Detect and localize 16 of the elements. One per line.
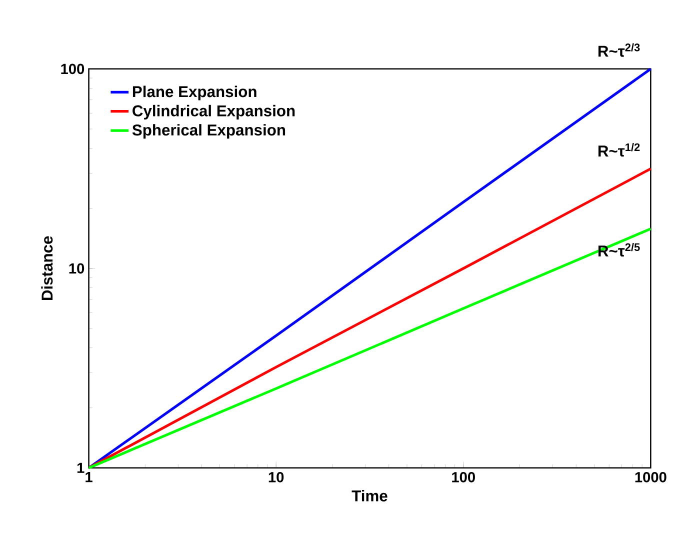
y-axis-title: Distance (41, 236, 53, 300)
text: R~τ$^{2/3}$ (598, 43, 640, 57)
y-tick-label: 100 (61, 64, 84, 74)
legend-label: Spherical Expansion (132, 124, 286, 139)
annotation: R~τ$^{2/5}$ (598, 242, 640, 257)
legend-label: Plane Expansion (132, 86, 256, 100)
x-tick-label: 1000 (635, 472, 666, 482)
x-axis-title: Time (352, 490, 388, 502)
legend-label: Cylindrical Expansion (132, 104, 295, 120)
annotation: R~τ$^{1/2}$ (598, 143, 640, 157)
y-tick-label: 10 (69, 263, 84, 274)
line-series (87, 68, 652, 470)
x-tick-label: 10 (268, 472, 284, 482)
y-tick-label: 1 (77, 462, 84, 473)
x-tick-label: 100 (452, 472, 475, 482)
x-tick-label: 1 (86, 472, 92, 482)
